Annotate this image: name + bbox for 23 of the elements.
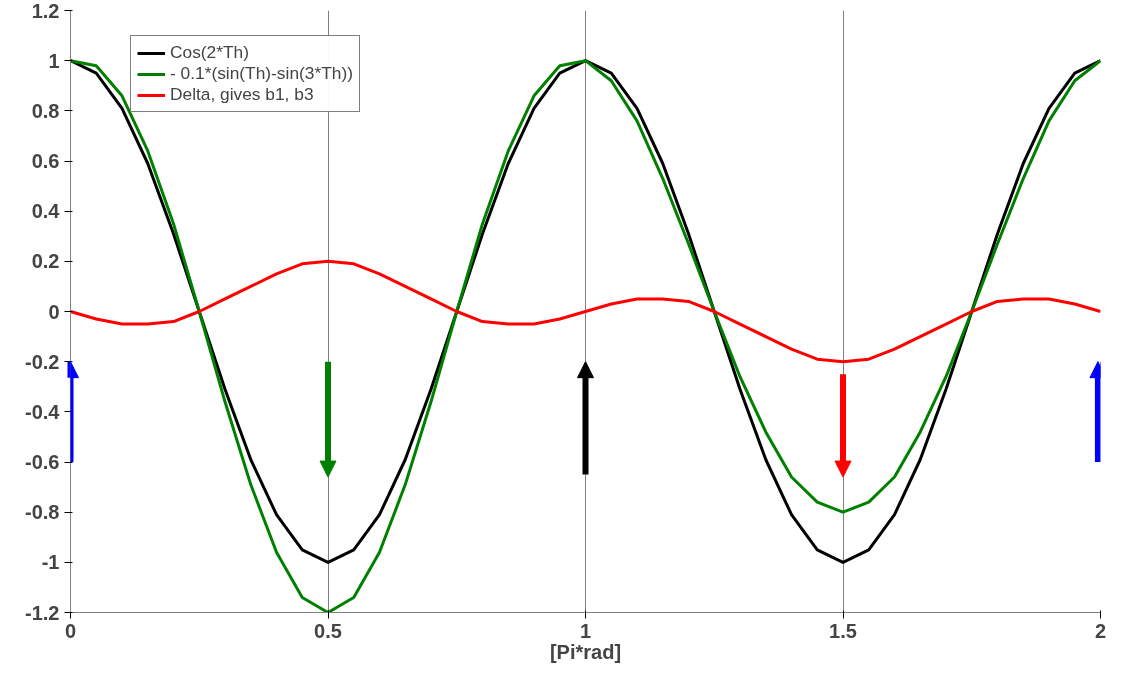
y-tick-label: -0.8 [25,501,60,524]
x-tick-label: 0.5 [314,619,342,642]
y-tick-label: 0.2 [31,250,60,273]
y-tick-label: 0 [48,300,60,323]
y-tick-label: -0.6 [25,451,60,473]
y-tick-label: -1.2 [25,601,60,624]
y-tick-label: 0.4 [31,200,61,223]
legend-label: - 0.1*(sin(Th)-sin(3*Th)) [170,63,353,84]
x-axis-title: [Pi*rad] [549,640,622,663]
x-tick-label: 1.5 [829,619,857,642]
x-tick-label: 1 [579,619,592,642]
y-tick-label: 1 [48,49,60,72]
y-tick-label: -1 [41,551,60,574]
y-tick-label: 1.2 [31,0,60,22]
y-tick-label: -0.4 [25,400,61,423]
x-tick-label: 0 [64,619,77,642]
y-tick-label: 0.8 [31,99,60,122]
y-tick-label: 0.6 [31,150,60,172]
x-tick-label: 2 [1094,619,1107,642]
legend-label: Cos(2*Th) [170,42,249,63]
y-tick-label: -0.2 [25,350,60,373]
legend-label: Delta, gives b1, b3 [170,84,314,105]
line-series [70,259,1101,364]
